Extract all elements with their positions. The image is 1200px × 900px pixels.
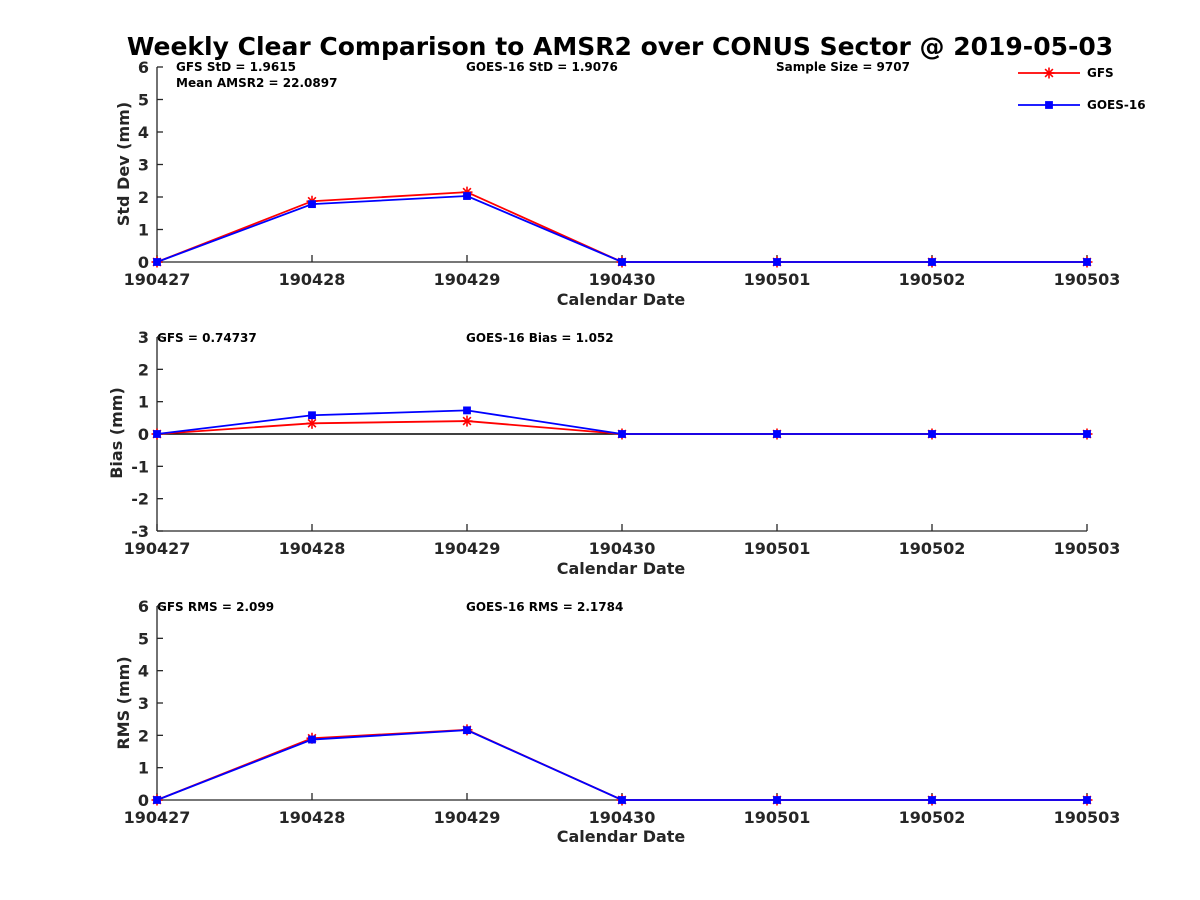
goes16-data-point	[928, 258, 936, 266]
sample-size-annotation: Sample Size = 9707	[776, 60, 910, 74]
x-tick-label: 190429	[434, 539, 501, 558]
x-tick-label: 190503	[1054, 270, 1121, 289]
y-tick-label: 2	[138, 726, 149, 745]
goes16-data-point	[1083, 258, 1091, 266]
goes16-data-point	[773, 796, 781, 804]
chart-title: Weekly Clear Comparison to AMSR2 over CO…	[127, 32, 1113, 61]
mean-amsr2-annotation: Mean AMSR2 = 22.0897	[176, 76, 337, 90]
y-tick-label: 5	[138, 91, 149, 110]
x-tick-label: 190427	[124, 808, 191, 827]
x-tick-label: 190502	[899, 808, 966, 827]
y-tick-label: 4	[138, 662, 149, 681]
y-tick-label: 1	[138, 759, 149, 778]
bias-panel: GFS = 0.74737 GOES-16 Bias = 1.052 Bias …	[107, 328, 1120, 578]
y-tick-label: 5	[138, 629, 149, 648]
goes16-data-point	[1083, 430, 1091, 438]
legend-marker-goes16	[1045, 101, 1053, 109]
gfs-series-line	[156, 728, 1087, 801]
goes16-std-annotation: GOES-16 StD = 1.9076	[466, 60, 618, 74]
x-tick-label: 190501	[744, 808, 811, 827]
x-tick-label: 190501	[744, 270, 811, 289]
goes16-data-point	[928, 430, 936, 438]
goes16-data-point	[773, 258, 781, 266]
x-tick-label: 190428	[279, 808, 346, 827]
goes16-data-point	[618, 796, 626, 804]
goes16-series-line	[156, 195, 1087, 263]
goes16-bias-annotation: GOES-16 Bias = 1.052	[466, 331, 614, 345]
bias-y-axis-label: Bias (mm)	[107, 387, 126, 479]
x-tick-label: 190428	[279, 270, 346, 289]
rms-y-axis-label: RMS (mm)	[114, 656, 133, 749]
goes16-data-point	[928, 796, 936, 804]
y-tick-label: 1	[138, 221, 149, 240]
goes16-data-point	[463, 406, 471, 415]
legend-marker-gfs	[1043, 67, 1055, 79]
x-tick-label: 190430	[589, 539, 656, 558]
gfs-bias-annotation: GFS = 0.74737	[157, 331, 257, 345]
x-tick-label: 190501	[744, 539, 811, 558]
goes16-data-point	[308, 735, 316, 744]
x-tick-label: 190429	[434, 808, 501, 827]
goes16-data-point	[463, 192, 471, 200]
std-dev-x-axis-label: Calendar Date	[557, 290, 686, 309]
gfs-data-point	[461, 415, 473, 427]
y-tick-label: 6	[138, 597, 149, 616]
y-tick-label: 0	[138, 791, 149, 810]
x-tick-label: 190428	[279, 539, 346, 558]
y-tick-label: -3	[131, 522, 149, 541]
goes16-data-point	[618, 258, 626, 266]
goes16-data-point	[1083, 796, 1091, 804]
y-tick-label: 6	[138, 58, 149, 77]
y-tick-label: 0	[138, 425, 149, 444]
goes16-series-line	[156, 729, 1087, 801]
legend-label-gfs: GFS	[1087, 66, 1114, 80]
y-tick-label: -1	[131, 457, 149, 476]
goes16-data-point	[308, 200, 316, 209]
goes16-rms-annotation: GOES-16 RMS = 2.1784	[466, 600, 623, 614]
x-tick-label: 190502	[899, 270, 966, 289]
goes16-data-point	[153, 258, 161, 266]
y-tick-label: 3	[138, 694, 149, 713]
y-tick-label: -2	[131, 490, 149, 509]
y-tick-label: 4	[138, 123, 149, 142]
x-tick-label: 190430	[589, 808, 656, 827]
gfs-data-point	[306, 417, 318, 429]
gfs-series-line	[156, 191, 1087, 263]
y-tick-label: 2	[138, 360, 149, 379]
x-tick-label: 190430	[589, 270, 656, 289]
goes16-data-point	[618, 430, 626, 438]
x-tick-label: 190503	[1054, 808, 1121, 827]
y-tick-label: 3	[138, 156, 149, 175]
y-tick-label: 1	[138, 393, 149, 412]
y-tick-label: 0	[138, 253, 149, 272]
rms-x-axis-label: Calendar Date	[557, 827, 686, 846]
gfs-rms-annotation: GFS RMS = 2.099	[157, 600, 274, 614]
y-tick-label: 3	[138, 328, 149, 347]
std-dev-y-axis-label: Std Dev (mm)	[114, 102, 133, 226]
std-dev-panel: GFS StD = 1.9615 Mean AMSR2 = 22.0897 GO…	[114, 58, 1120, 309]
legend-label-goes16: GOES-16	[1087, 98, 1146, 112]
legend: GFS GOES-16	[1018, 66, 1146, 112]
goes16-data-point	[308, 411, 316, 420]
x-tick-label: 190503	[1054, 539, 1121, 558]
gfs-std-annotation: GFS StD = 1.9615	[176, 60, 296, 74]
rms-panel: GFS RMS = 2.099 GOES-16 RMS = 2.1784 RMS…	[114, 597, 1120, 846]
bias-x-axis-label: Calendar Date	[557, 559, 686, 578]
x-tick-label: 190502	[899, 539, 966, 558]
x-tick-label: 190429	[434, 270, 501, 289]
goes16-data-point	[463, 726, 471, 735]
x-tick-label: 190427	[124, 539, 191, 558]
goes16-data-point	[773, 430, 781, 438]
x-tick-label: 190427	[124, 270, 191, 289]
y-tick-label: 2	[138, 188, 149, 207]
goes16-data-point	[153, 796, 161, 804]
goes16-data-point	[153, 430, 161, 438]
